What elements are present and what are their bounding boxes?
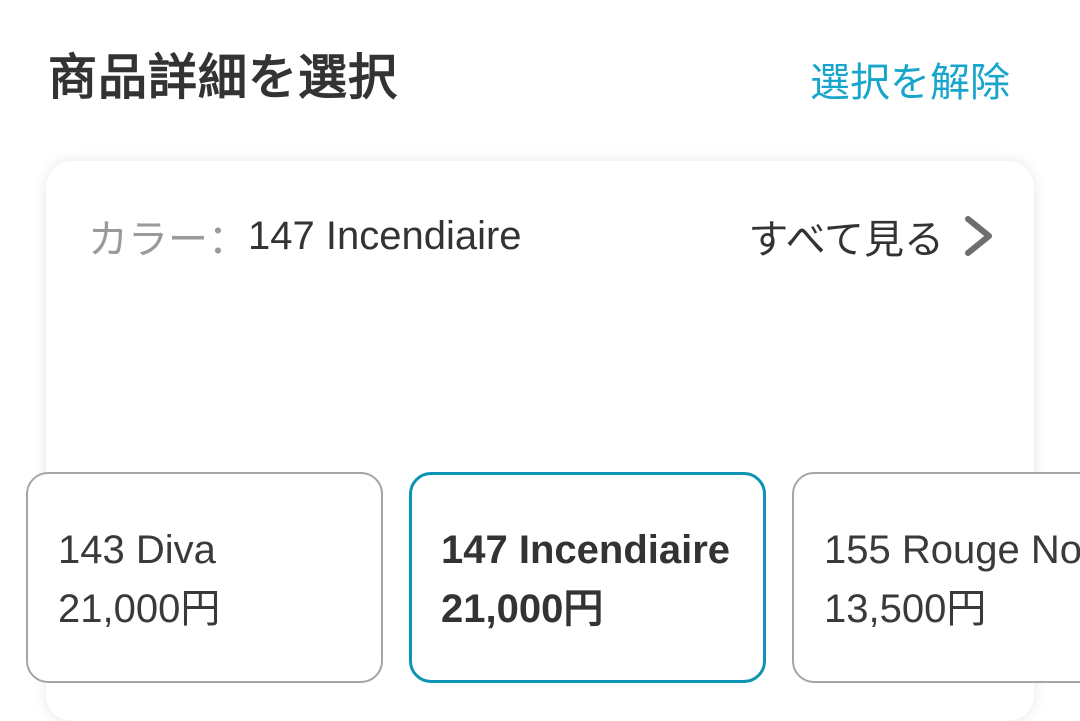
option-price: 21,000円: [441, 587, 604, 631]
option-card-2[interactable]: 155 Rouge Noir 13,500円: [792, 472, 1080, 683]
attribute-selected-value: 147 Incendiaire: [248, 213, 522, 258]
chevron-right-icon: [965, 216, 992, 256]
option-price: 21,000円: [58, 587, 221, 631]
option-card-1[interactable]: 147 Incendiaire 21,000円: [409, 472, 766, 683]
clear-selection-link[interactable]: 選択を解除: [810, 61, 1010, 105]
attribute-current: カラー ： 147 Incendiaire: [88, 207, 522, 265]
attribute-separator: ：: [208, 218, 248, 262]
option-price: 13,500円: [824, 587, 987, 631]
attribute-label: カラー: [88, 218, 208, 262]
page-title: 商品詳細を選択: [48, 51, 399, 105]
header: 商品詳細を選択 選択を解除: [0, 0, 1080, 120]
option-panel: カラー ： 147 Incendiaire すべて見る 143 Diva 21,…: [26, 161, 1080, 721]
option-card-0[interactable]: 143 Diva 21,000円: [26, 472, 383, 683]
attribute-row: カラー ： 147 Incendiaire すべて見る: [46, 161, 1034, 265]
see-all-label: すべて見る: [748, 218, 944, 262]
see-all-button[interactable]: すべて見る: [748, 207, 996, 265]
options-row: 143 Diva 21,000円 147 Incendiaire 21,000円…: [26, 472, 1080, 683]
